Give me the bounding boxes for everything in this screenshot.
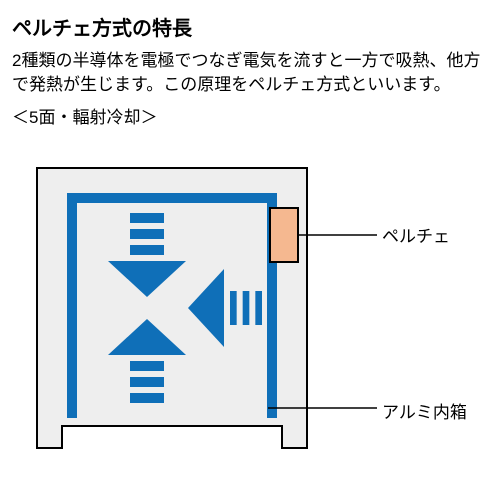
- arrow-right-shaft: [230, 291, 237, 325]
- arrow-bottom-shaft: [130, 361, 164, 371]
- arrow-bottom-shaft: [130, 377, 164, 387]
- peltier-block: [270, 208, 298, 262]
- arrow-top-shaft: [130, 245, 164, 255]
- title: ペルチェ方式の特長: [12, 12, 488, 41]
- subtitle: ＜5面・輻射冷却＞: [12, 103, 488, 128]
- label-peltier: ペルチェ: [382, 222, 450, 247]
- diagram: ペルチェ アルミ内箱: [12, 138, 488, 478]
- diagram-svg: [12, 138, 488, 478]
- arrow-bottom-shaft: [130, 393, 164, 403]
- arrow-right-shaft: [255, 291, 262, 325]
- label-aluminum: アルミ内箱: [382, 398, 467, 423]
- description: 2種類の半導体を電極でつなぎ電気を流すと一方で吸熱、他方で発熱が生じます。この原…: [12, 49, 488, 97]
- arrow-right-shaft: [243, 291, 250, 325]
- outer-case: [37, 168, 307, 448]
- arrow-top-shaft: [130, 229, 164, 239]
- arrow-top-shaft: [130, 213, 164, 223]
